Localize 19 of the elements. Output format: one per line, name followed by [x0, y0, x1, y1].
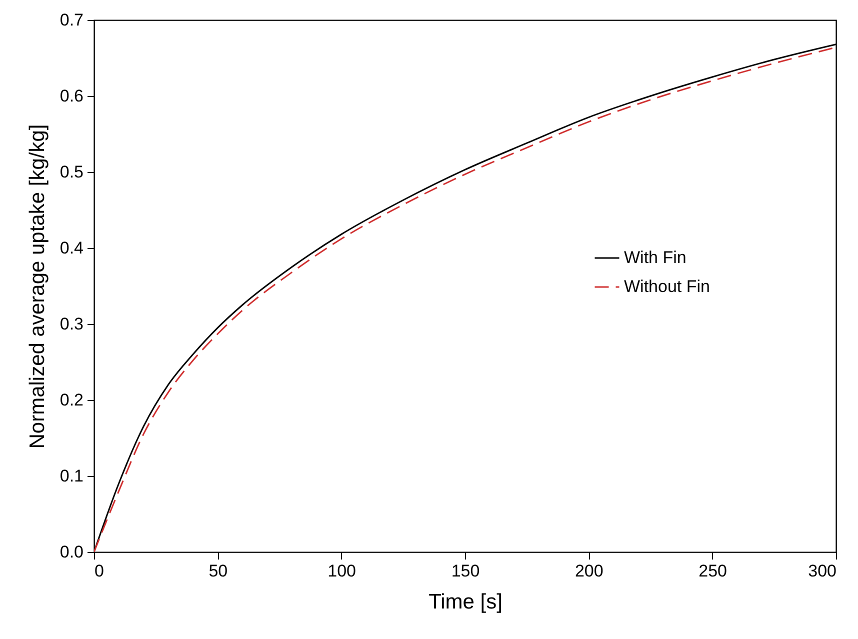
y-tick-label: 0.6 — [60, 86, 84, 106]
y-tick-label: 0.7 — [60, 10, 84, 30]
x-tick-label: 0 — [94, 562, 104, 580]
legend-label: Without Fin — [624, 277, 710, 296]
y-tick-label: 0.4 — [60, 238, 84, 258]
x-tick-label: 100 — [328, 562, 356, 580]
x-tick-label: 150 — [451, 562, 480, 580]
y-tick-label: 0.3 — [60, 314, 84, 334]
x-axis-title: Time [s] — [428, 590, 502, 614]
x-tick-label: 200 — [574, 562, 604, 580]
x-tick-label: 50 — [208, 562, 228, 580]
y-tick-label: 0.5 — [60, 162, 84, 182]
y-tick-label: 0.0 — [60, 542, 84, 562]
x-tick-label: 250 — [698, 562, 728, 580]
legend-label: With Fin — [624, 248, 686, 267]
y-tick-label: 0.2 — [60, 390, 84, 410]
y-tick-label: 0.1 — [60, 466, 84, 486]
y-axis-title: Normalized average uptake [kg/kg] — [26, 124, 49, 449]
x-tick-label: 300 — [808, 562, 836, 580]
